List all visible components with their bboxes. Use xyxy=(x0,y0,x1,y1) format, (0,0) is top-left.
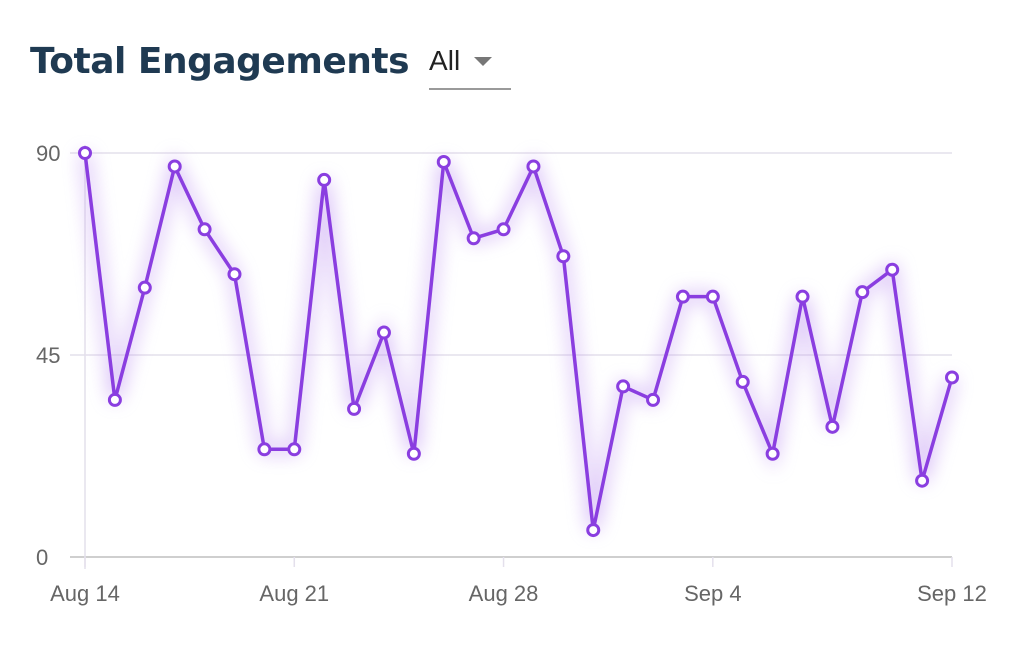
data-point[interactable] xyxy=(287,442,302,457)
data-point[interactable] xyxy=(107,392,122,407)
x-tick-label: Aug 14 xyxy=(50,581,120,606)
grid-lines xyxy=(70,145,952,569)
series-glow xyxy=(80,151,957,532)
data-point[interactable] xyxy=(317,172,332,187)
data-point[interactable] xyxy=(855,285,870,300)
data-point[interactable] xyxy=(586,523,601,538)
series-glow-path xyxy=(80,151,957,532)
engagement-filter-dropdown[interactable]: All xyxy=(429,30,512,90)
y-tick-label: 0 xyxy=(36,545,48,570)
chevron-down-icon xyxy=(474,56,493,66)
data-point[interactable] xyxy=(616,379,631,394)
data-point[interactable] xyxy=(376,325,391,340)
data-point[interactable] xyxy=(496,222,511,237)
data-point[interactable] xyxy=(556,249,571,264)
data-point[interactable] xyxy=(735,374,750,389)
data-point[interactable] xyxy=(406,446,421,461)
y-tick-label: 45 xyxy=(36,343,60,368)
data-point[interactable] xyxy=(765,446,780,461)
data-point[interactable] xyxy=(137,280,152,295)
data-point[interactable] xyxy=(436,154,451,169)
x-axis-ticks: Aug 14 Aug 21 Aug 28 Sep 4 Sep 12 xyxy=(50,557,987,606)
x-tick-label: Sep 12 xyxy=(917,581,987,606)
data-point[interactable] xyxy=(197,222,212,237)
series-line xyxy=(83,152,954,532)
data-point[interactable] xyxy=(257,442,272,457)
data-point[interactable] xyxy=(675,289,690,304)
series-points xyxy=(78,146,959,538)
data-point[interactable] xyxy=(526,159,541,174)
filter-selected-value: All xyxy=(429,45,461,76)
x-tick-label: Sep 4 xyxy=(684,581,742,606)
y-tick-label: 90 xyxy=(36,141,60,166)
data-point[interactable] xyxy=(167,159,182,174)
x-tick-label: Aug 21 xyxy=(259,581,329,606)
data-point[interactable] xyxy=(825,419,840,434)
series-line-path xyxy=(83,152,954,532)
data-point[interactable] xyxy=(347,401,362,416)
data-point[interactable] xyxy=(915,473,930,488)
chart-title: Total Engagements xyxy=(30,41,410,82)
data-point[interactable] xyxy=(885,262,900,277)
data-point[interactable] xyxy=(466,231,481,246)
data-point[interactable] xyxy=(945,370,959,385)
data-point[interactable] xyxy=(227,267,242,282)
y-axis-ticks: 0 45 90 xyxy=(36,141,60,570)
data-point[interactable] xyxy=(795,289,810,304)
x-tick-label: Aug 28 xyxy=(469,581,539,606)
chart-header: Total Engagements All xyxy=(30,30,512,90)
data-point[interactable] xyxy=(705,289,720,304)
data-point[interactable] xyxy=(646,392,661,407)
data-point[interactable] xyxy=(78,146,92,160)
